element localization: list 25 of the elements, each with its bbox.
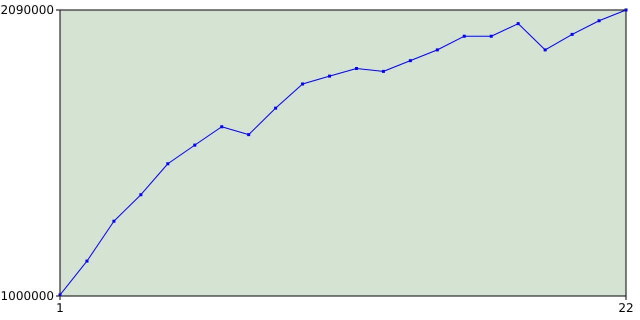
point	[408, 59, 412, 62]
point	[490, 34, 493, 38]
point	[166, 162, 170, 166]
point	[354, 67, 358, 70]
point	[570, 32, 574, 36]
point	[301, 82, 304, 86]
point	[274, 106, 278, 110]
point	[598, 19, 601, 22]
y-tick-label: 2090000	[0, 3, 54, 18]
point	[516, 22, 520, 26]
point	[247, 133, 250, 136]
point	[462, 34, 466, 38]
y-tick-label: 1000000	[0, 289, 54, 304]
point	[544, 48, 547, 52]
point	[382, 70, 385, 73]
point	[220, 125, 224, 128]
point	[85, 260, 88, 263]
x-tick-label: 1	[56, 301, 64, 315]
x-tick-label: 22	[618, 301, 634, 315]
point	[328, 74, 332, 78]
point	[112, 220, 116, 223]
point	[139, 193, 142, 196]
point	[436, 48, 439, 52]
line-series	[58, 8, 628, 296]
point	[193, 144, 196, 147]
